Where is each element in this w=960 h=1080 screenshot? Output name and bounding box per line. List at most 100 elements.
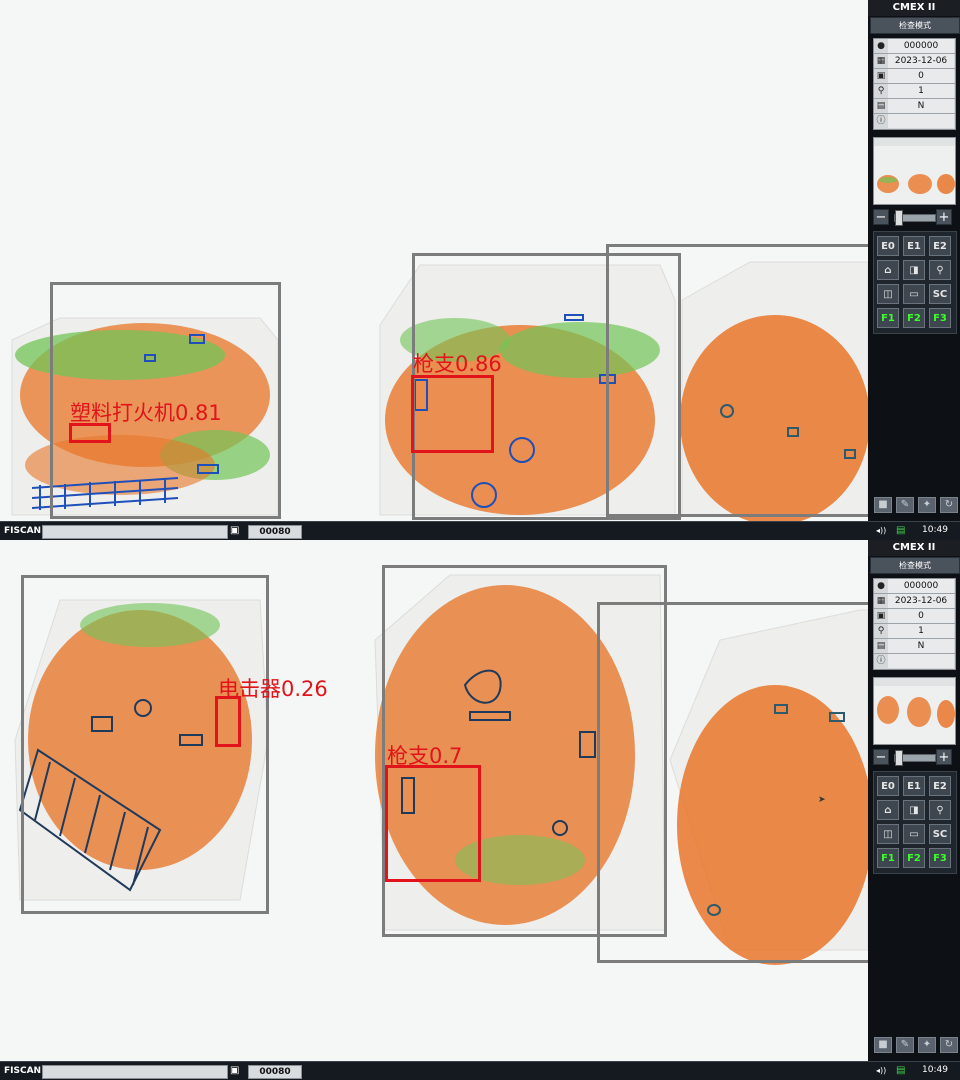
e2-button[interactable]: E2 [929,236,951,256]
square-icon[interactable]: ■ [874,497,892,513]
region-box [597,602,868,963]
detection-box[interactable] [69,423,111,443]
speaker-icon[interactable]: ◂)) [876,526,887,535]
clock: 10:49 [922,525,948,535]
e0-button[interactable]: E0 [877,776,899,796]
zoom-value: 1 [888,84,954,98]
scan-thumbnail[interactable] [873,137,956,205]
mode-label[interactable]: 检查模式 [870,17,960,34]
info-row: ▦ 2023-12-06 [874,54,955,69]
f1-button[interactable]: F1 [877,848,899,868]
info-row: ⓘ [874,654,955,668]
pen-icon[interactable]: ✎ [896,1037,914,1053]
split-icon[interactable]: ◫ [877,284,899,304]
info-row: ● 000000 [874,39,955,54]
scan-thumbnail[interactable] [873,677,956,745]
progress-field [42,525,228,539]
info-row: ⓘ [874,114,955,128]
brand-title: CMEX II [868,0,960,16]
magnifier-icon: ⚲ [877,86,885,96]
zoom-in-button[interactable]: + [936,209,952,225]
zoom-slider[interactable] [894,214,936,222]
info-icon: ⓘ [876,656,886,666]
xray-scan-image [11,261,868,521]
refresh-icon[interactable]: ↻ [940,497,958,513]
zoom-out-button[interactable]: − [873,209,889,225]
film-icon[interactable]: ▭ [903,284,925,304]
screen-top: 塑料打火机0.81 枪支0.86 CMEX II 检查模式 ● 000000 ▦ 2… [0,0,960,540]
zoom-slider-handle[interactable] [895,750,903,766]
e1-button[interactable]: E1 [903,236,925,256]
f2-button[interactable]: F2 [903,308,925,328]
panel-icon[interactable]: ◨ [903,260,925,280]
pen-icon[interactable]: ✎ [896,497,914,513]
briefcase-icon: ▣ [230,525,240,536]
info-row: ▣ 0 [874,609,955,624]
info-row: ● 000000 [874,579,955,594]
zoom-in-button[interactable]: + [936,749,952,765]
f2-button[interactable]: F2 [903,848,925,868]
count-icon: ▣ [876,611,886,621]
zoom-icon[interactable]: ⚲ [929,800,951,820]
network-icon[interactable]: ▤ [896,1065,906,1076]
status-bar: FISCAN ▣ 00080 ◂)) ▤ 10:49 [0,521,960,540]
sc-button[interactable]: SC [929,824,951,844]
e2-button[interactable]: E2 [929,776,951,796]
sc-button[interactable]: SC [929,284,951,304]
thumbnail-image [874,138,955,194]
panel-icon[interactable]: ◨ [903,800,925,820]
xray-scan-image [14,574,868,965]
bag-counter: 00080 [248,525,302,539]
e1-button[interactable]: E1 [903,776,925,796]
control-sidebar: CMEX II 检查模式 ● 000000 ▦ 2023-12-06 ▣ 0 ⚲ 1 ▤… [868,540,960,1061]
f1-button[interactable]: F1 [877,308,899,328]
e0-button[interactable]: E0 [877,236,899,256]
f3-button[interactable]: F3 [929,308,951,328]
detection-label: 枪支0.7 [387,744,463,768]
info-row: ⚲ 1 [874,84,955,99]
zoom-control: − + [873,748,955,766]
detection-box[interactable] [411,375,494,453]
film-icon[interactable]: ▭ [903,824,925,844]
calendar-icon: ▦ [876,596,886,606]
bottom-toolbar: ■ ✎ ✦ ↻ [874,1037,958,1055]
f3-button[interactable]: F3 [929,848,951,868]
detection-label: 枪支0.86 [413,352,502,376]
scan-viewer[interactable]: 塑料打火机0.81 枪支0.86 [0,0,868,521]
info-row: ▣ 0 [874,69,955,84]
square-icon[interactable]: ■ [874,1037,892,1053]
bag-counter: 00080 [248,1065,302,1079]
detection-box[interactable] [215,696,241,747]
function-button-grid: E0 E1 E2 ⌂ ◨ ⚲ ◫ ▭ SC F1 F2 F3 [873,231,957,334]
region-box [606,244,868,517]
info-icon: ⓘ [876,116,886,126]
date-value: 2023-12-06 [888,54,954,68]
bag-flag-value: N [888,99,954,113]
home-icon[interactable]: ⌂ [877,800,899,820]
zoom-control: − + [873,208,955,226]
star-icon[interactable]: ✦ [918,1037,936,1053]
network-icon[interactable]: ▤ [896,525,906,536]
zoom-slider-handle[interactable] [895,210,903,226]
zoom-value: 1 [888,624,954,638]
screen-bottom: 电击器0.26 枪支0.7 ➤ CMEX II 检查模式 ● 000000 ▦ 20… [0,540,960,1080]
zoom-icon[interactable]: ⚲ [929,260,951,280]
operator-id: 000000 [888,39,954,53]
refresh-icon[interactable]: ↻ [940,1037,958,1053]
region-box [50,282,281,519]
scan-viewer[interactable]: 电击器0.26 枪支0.7 ➤ [0,540,868,1061]
detection-box[interactable] [385,765,481,882]
speaker-icon[interactable]: ◂)) [876,1066,887,1075]
mouse-cursor-icon: ➤ [818,795,826,805]
zoom-slider[interactable] [894,754,936,762]
star-icon[interactable]: ✦ [918,497,936,513]
progress-field [42,1065,228,1079]
home-icon[interactable]: ⌂ [877,260,899,280]
date-value: 2023-12-06 [888,594,954,608]
info-row: ▤ N [874,99,955,114]
briefcase-icon: ▤ [876,101,886,111]
zoom-out-button[interactable]: − [873,749,889,765]
split-icon[interactable]: ◫ [877,824,899,844]
mode-label[interactable]: 检查模式 [870,557,960,574]
info-panel: ● 000000 ▦ 2023-12-06 ▣ 0 ⚲ 1 ▤ N ⓘ [873,38,956,130]
